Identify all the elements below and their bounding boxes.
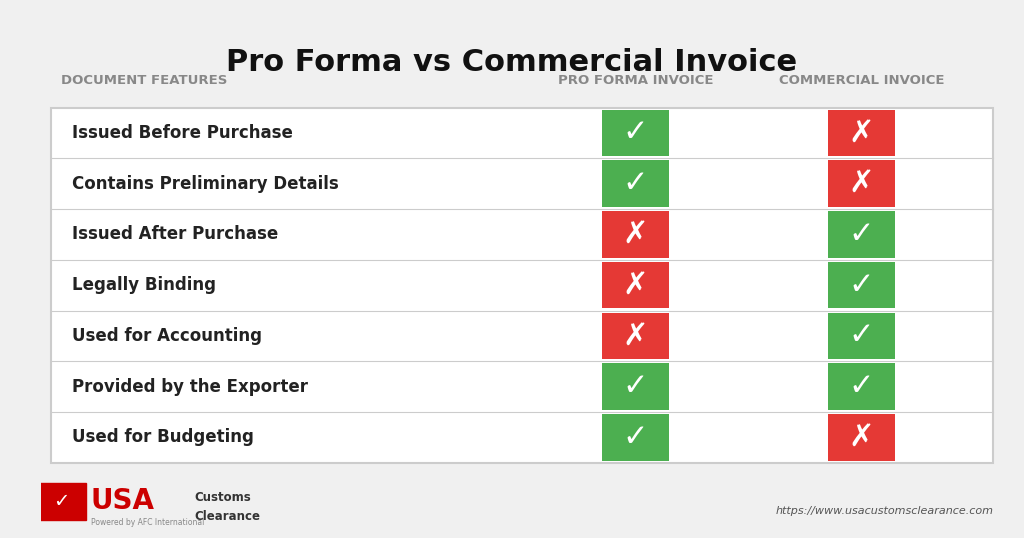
Text: Powered by AFC International: Powered by AFC International: [90, 519, 204, 527]
Text: ✓: ✓: [849, 321, 874, 350]
Text: ✓: ✓: [623, 118, 648, 147]
Text: Provided by the Exporter: Provided by the Exporter: [72, 378, 307, 395]
Text: ✗: ✗: [849, 169, 874, 198]
Text: ✗: ✗: [623, 271, 648, 300]
Text: Legally Binding: Legally Binding: [72, 276, 216, 294]
Text: USA: USA: [90, 487, 155, 515]
Text: ✗: ✗: [849, 423, 874, 452]
Text: ✓: ✓: [623, 372, 648, 401]
Text: Customs: Customs: [195, 491, 251, 504]
Text: ✓: ✓: [53, 492, 70, 511]
Text: Pro Forma vs Commercial Invoice: Pro Forma vs Commercial Invoice: [226, 48, 798, 77]
Text: Used for Accounting: Used for Accounting: [72, 327, 262, 345]
Text: Contains Preliminary Details: Contains Preliminary Details: [72, 175, 338, 193]
Text: https://www.usacustomsclearance.com: https://www.usacustomsclearance.com: [775, 506, 993, 516]
Text: PRO FORMA INVOICE: PRO FORMA INVOICE: [557, 74, 713, 87]
Text: ✗: ✗: [623, 220, 648, 249]
Text: ✓: ✓: [849, 271, 874, 300]
Text: ✗: ✗: [849, 118, 874, 147]
Text: DOCUMENT FEATURES: DOCUMENT FEATURES: [61, 74, 227, 87]
Text: Clearance: Clearance: [195, 510, 260, 523]
Text: Issued After Purchase: Issued After Purchase: [72, 225, 278, 243]
FancyBboxPatch shape: [37, 483, 86, 520]
Text: ✗: ✗: [623, 321, 648, 350]
Text: ✓: ✓: [849, 220, 874, 249]
Text: ✓: ✓: [849, 372, 874, 401]
Text: Used for Budgeting: Used for Budgeting: [72, 428, 254, 447]
Text: COMMERCIAL INVOICE: COMMERCIAL INVOICE: [778, 74, 944, 87]
Text: Issued Before Purchase: Issued Before Purchase: [72, 124, 293, 142]
Text: ✓: ✓: [623, 169, 648, 198]
Text: ✓: ✓: [623, 423, 648, 452]
